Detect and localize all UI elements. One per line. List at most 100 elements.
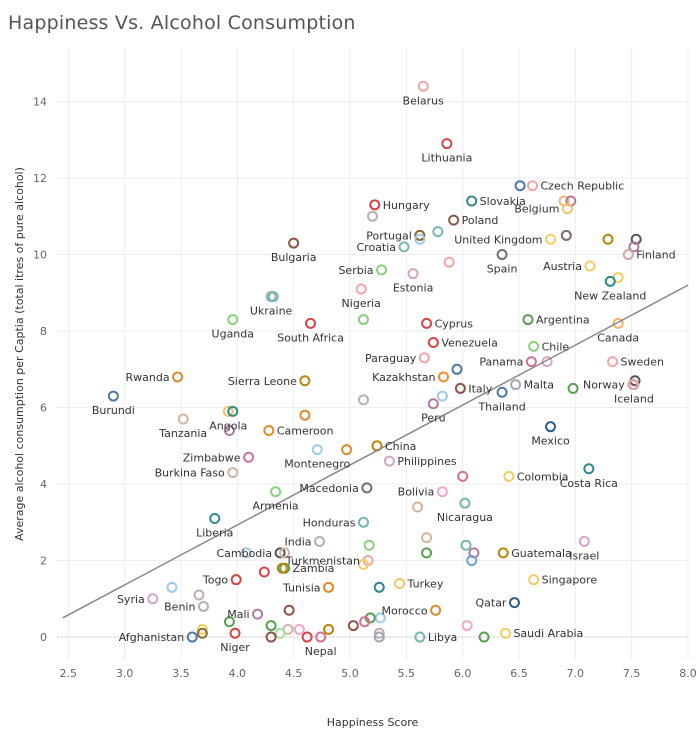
data-point[interactable] [186, 631, 198, 643]
data-point[interactable] [437, 371, 449, 383]
data-point[interactable] [460, 539, 472, 551]
data-point[interactable] [293, 623, 305, 635]
data-point[interactable] [451, 363, 463, 375]
data-point[interactable] [398, 241, 410, 253]
data-point[interactable] [522, 314, 534, 326]
data-point[interactable] [496, 249, 508, 261]
data-point[interactable] [466, 195, 478, 207]
data-point[interactable] [427, 398, 439, 410]
data-point[interactable] [223, 616, 235, 628]
data-point[interactable] [567, 382, 579, 394]
data-point[interactable] [527, 180, 539, 192]
data-point[interactable] [497, 547, 509, 559]
data-point[interactable] [359, 616, 371, 628]
data-point[interactable] [177, 413, 189, 425]
data-point[interactable] [196, 623, 208, 635]
data-point[interactable] [222, 405, 234, 417]
data-point[interactable] [510, 379, 522, 391]
data-point[interactable] [373, 581, 385, 593]
data-point[interactable] [367, 210, 378, 222]
data-point[interactable] [578, 535, 590, 547]
data-point[interactable] [622, 249, 634, 261]
data-point[interactable] [607, 356, 619, 368]
data-point[interactable] [528, 574, 540, 586]
data-point[interactable] [230, 574, 242, 586]
data-point[interactable] [459, 497, 471, 509]
data-point[interactable] [279, 547, 291, 559]
data-point[interactable] [323, 623, 335, 635]
data-point[interactable] [299, 409, 311, 421]
data-point[interactable] [357, 394, 369, 406]
data-point[interactable] [604, 275, 616, 287]
data-point[interactable] [223, 425, 235, 436]
data-point[interactable] [602, 233, 614, 245]
data-point[interactable] [369, 199, 381, 211]
data-point[interactable] [461, 620, 473, 632]
data-point[interactable] [267, 291, 279, 303]
data-point[interactable] [499, 627, 511, 639]
data-point[interactable] [496, 386, 508, 398]
data-point[interactable] [443, 256, 455, 268]
data-point[interactable] [432, 226, 444, 238]
data-point[interactable] [252, 608, 264, 620]
data-point[interactable] [525, 356, 537, 368]
data-point[interactable] [561, 203, 573, 215]
data-point[interactable] [412, 501, 424, 513]
data-point[interactable] [545, 233, 557, 245]
data-point[interactable] [421, 317, 433, 329]
data-point[interactable] [274, 627, 286, 639]
data-point[interactable] [436, 390, 448, 402]
data-point[interactable] [448, 214, 460, 226]
data-point[interactable] [414, 233, 426, 245]
data-point[interactable] [421, 547, 433, 559]
data-point[interactable] [514, 180, 526, 192]
data-point[interactable] [258, 566, 270, 578]
data-point[interactable] [417, 80, 429, 92]
data-point[interactable] [315, 631, 327, 643]
data-point[interactable] [421, 532, 433, 544]
data-point[interactable] [288, 237, 300, 249]
data-point[interactable] [430, 604, 442, 616]
data-point[interactable] [197, 600, 209, 612]
data-point[interactable] [240, 547, 252, 559]
data-point[interactable] [628, 379, 640, 391]
data-point[interactable] [373, 631, 385, 643]
data-point[interactable] [503, 470, 515, 482]
data-point[interactable] [436, 486, 448, 498]
data-point[interactable] [355, 283, 367, 295]
data-point[interactable] [301, 631, 313, 643]
data-point[interactable] [265, 631, 277, 643]
data-point[interactable] [227, 314, 239, 326]
data-point[interactable] [373, 627, 385, 639]
data-point[interactable] [612, 317, 624, 329]
data-point[interactable] [305, 317, 317, 329]
data-point[interactable] [347, 620, 359, 632]
data-point[interactable] [628, 241, 640, 253]
data-point[interactable] [418, 352, 430, 364]
data-point[interactable] [341, 444, 353, 456]
data-point[interactable] [508, 597, 520, 609]
data-point[interactable] [584, 260, 596, 272]
data-point[interactable] [276, 562, 288, 574]
data-point[interactable] [394, 578, 406, 589]
data-point[interactable] [107, 390, 119, 402]
data-point[interactable] [323, 581, 335, 593]
data-point[interactable] [283, 604, 295, 616]
data-point[interactable] [196, 627, 208, 639]
data-point[interactable] [357, 558, 369, 570]
data-point[interactable] [545, 421, 557, 433]
data-point[interactable] [427, 337, 439, 349]
data-point[interactable] [374, 612, 386, 624]
data-point[interactable] [209, 512, 221, 524]
data-point[interactable] [263, 425, 275, 436]
data-point[interactable] [583, 463, 595, 475]
data-point[interactable] [454, 382, 466, 394]
data-point[interactable] [407, 268, 419, 280]
data-point[interactable] [311, 444, 323, 456]
data-point[interactable] [227, 467, 239, 479]
data-point[interactable] [414, 631, 426, 643]
data-point[interactable] [243, 451, 255, 463]
data-point[interactable] [361, 482, 373, 494]
data-point[interactable] [270, 486, 282, 498]
data-point[interactable] [193, 589, 205, 601]
